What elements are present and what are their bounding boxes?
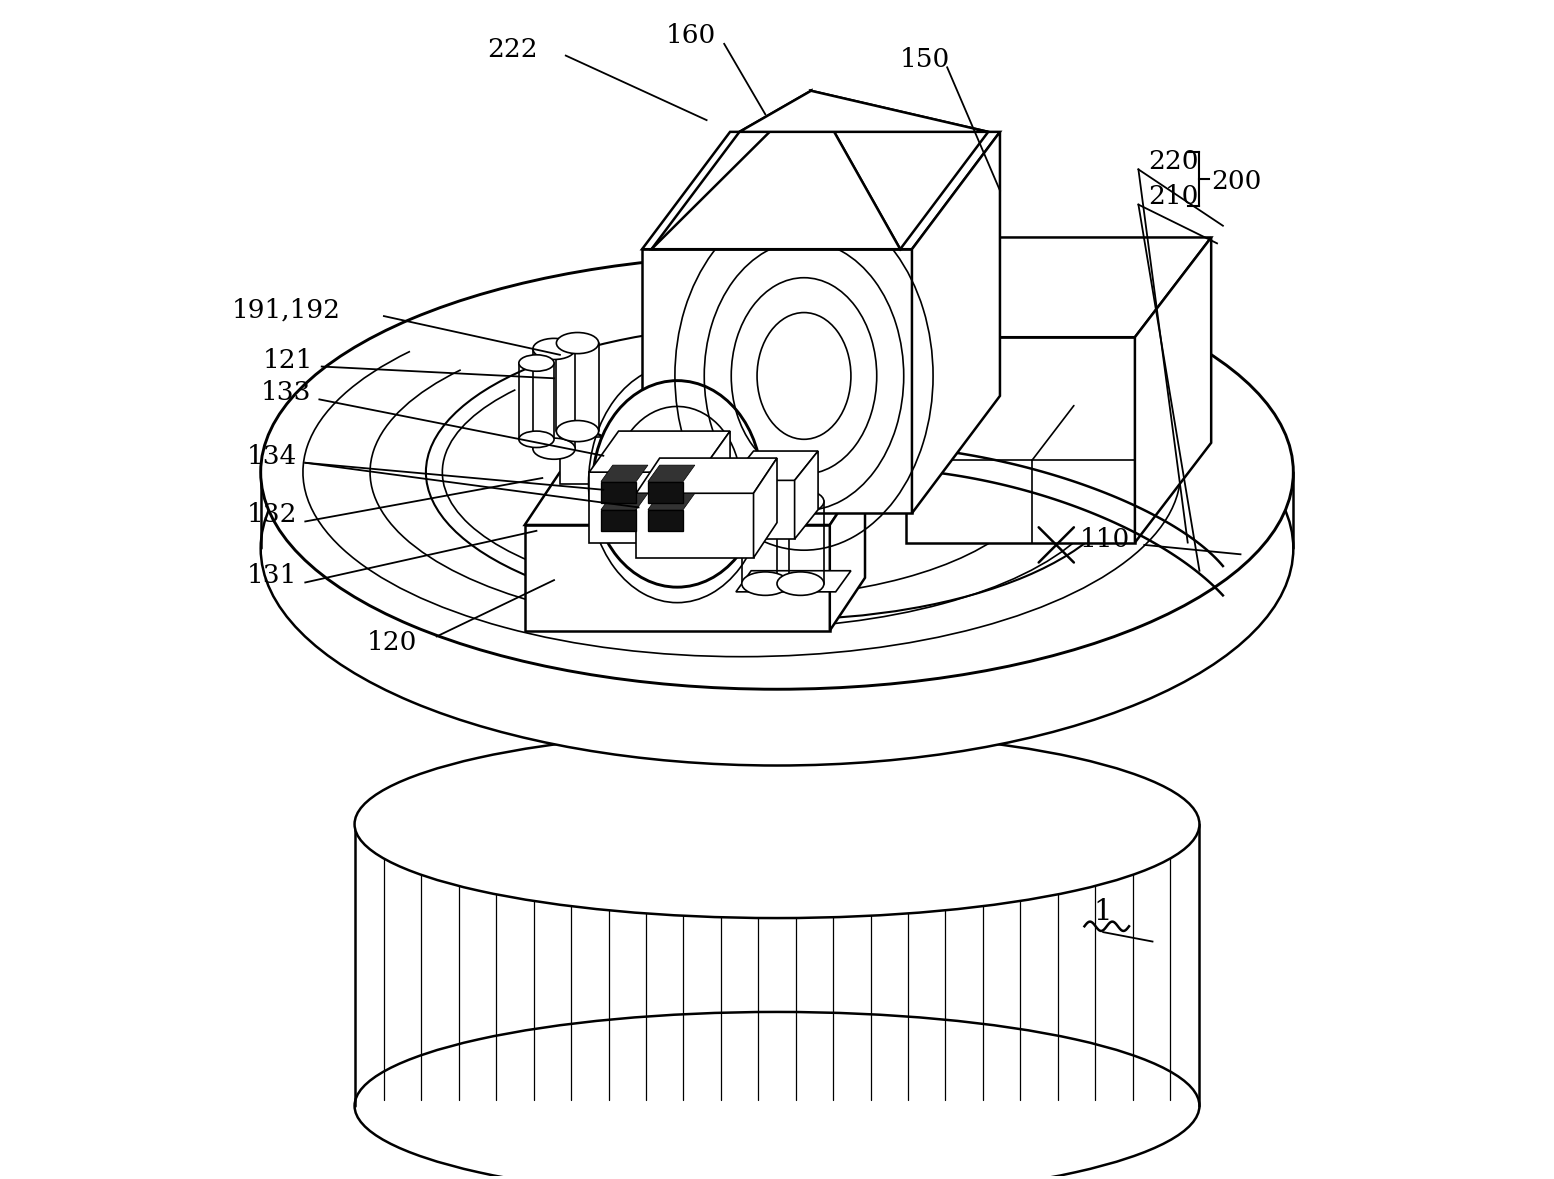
- Polygon shape: [811, 91, 988, 249]
- Text: 110: 110: [1080, 527, 1130, 552]
- Text: 133: 133: [261, 380, 311, 404]
- Text: 150: 150: [900, 47, 951, 72]
- Ellipse shape: [261, 255, 1293, 690]
- Text: 131: 131: [247, 562, 297, 588]
- Polygon shape: [906, 337, 1134, 542]
- Ellipse shape: [556, 421, 598, 442]
- Polygon shape: [1134, 237, 1211, 542]
- Polygon shape: [740, 91, 988, 132]
- Polygon shape: [601, 493, 648, 509]
- Ellipse shape: [519, 432, 555, 448]
- Polygon shape: [559, 437, 724, 483]
- Polygon shape: [651, 91, 811, 249]
- Polygon shape: [583, 426, 622, 467]
- Ellipse shape: [519, 355, 555, 371]
- Polygon shape: [906, 237, 1211, 337]
- Text: 210: 210: [1148, 184, 1198, 209]
- Polygon shape: [912, 132, 999, 513]
- Bar: [601, 509, 636, 531]
- Text: 1: 1: [1094, 898, 1113, 927]
- Bar: [601, 481, 636, 502]
- Ellipse shape: [741, 489, 789, 513]
- Polygon shape: [701, 432, 730, 542]
- Polygon shape: [601, 465, 648, 481]
- Ellipse shape: [592, 381, 761, 587]
- Ellipse shape: [261, 331, 1293, 765]
- Text: 121: 121: [263, 348, 314, 374]
- Polygon shape: [730, 452, 817, 480]
- Polygon shape: [589, 472, 701, 542]
- Ellipse shape: [777, 489, 824, 513]
- Ellipse shape: [354, 1012, 1200, 1179]
- Ellipse shape: [741, 572, 789, 595]
- Polygon shape: [794, 452, 817, 539]
- Text: 222: 222: [486, 38, 538, 62]
- Polygon shape: [525, 472, 866, 525]
- Polygon shape: [730, 480, 794, 539]
- Polygon shape: [737, 571, 852, 592]
- Text: 160: 160: [665, 24, 716, 48]
- Polygon shape: [830, 472, 866, 631]
- Polygon shape: [636, 493, 754, 558]
- Text: 191,192: 191,192: [232, 298, 340, 323]
- Text: 120: 120: [367, 630, 416, 654]
- Polygon shape: [642, 249, 912, 513]
- Polygon shape: [651, 91, 900, 249]
- Ellipse shape: [354, 730, 1200, 918]
- Text: 200: 200: [1211, 169, 1262, 193]
- Ellipse shape: [533, 439, 575, 460]
- Bar: [648, 481, 684, 502]
- Polygon shape: [648, 465, 695, 481]
- Polygon shape: [754, 459, 777, 558]
- Ellipse shape: [533, 338, 575, 360]
- Text: 220: 220: [1148, 149, 1198, 173]
- Ellipse shape: [556, 332, 598, 354]
- Polygon shape: [589, 432, 730, 472]
- Ellipse shape: [777, 572, 824, 595]
- Polygon shape: [636, 459, 777, 493]
- Text: 134: 134: [247, 444, 297, 469]
- Polygon shape: [642, 132, 999, 249]
- Text: 132: 132: [247, 502, 297, 527]
- Polygon shape: [648, 493, 695, 509]
- Bar: [648, 509, 684, 531]
- Polygon shape: [525, 525, 830, 631]
